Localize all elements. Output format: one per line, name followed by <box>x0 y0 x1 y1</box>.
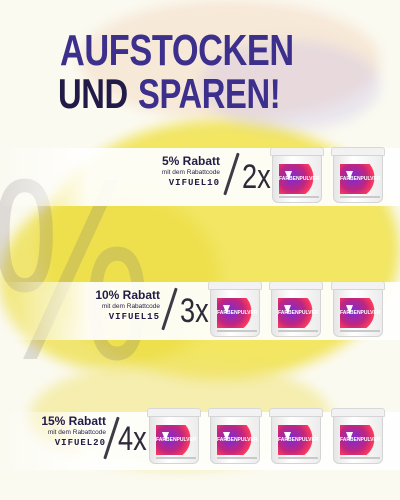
jar-icon: FARBENPULVER <box>270 147 324 203</box>
jar-icon: FARBENPULVER <box>208 281 262 337</box>
code-note: mit dem Rabattcode <box>47 429 106 436</box>
watercolor-splash <box>0 190 220 370</box>
discount-code: VIFUEL20 <box>54 438 106 448</box>
headline-line1: AUFSTOCKEN <box>60 26 294 75</box>
code-note: mit dem Rabattcode <box>161 169 220 176</box>
tier-info: 15% Rabatt mit dem Rabattcode VIFUEL20 <box>0 414 106 448</box>
discount-code: VIFUEL10 <box>168 178 220 188</box>
headline-line2-main: SPAREN! <box>138 70 281 117</box>
quantity-multiplier: 3x <box>180 292 209 330</box>
code-note: mit dem Rabattcode <box>101 303 160 310</box>
quantity-multiplier: 4x <box>118 420 147 458</box>
discount-code: VIFUEL15 <box>108 312 160 322</box>
jar-icon: FARBENPULVER <box>331 408 385 464</box>
discount-label: 10% Rabatt <box>95 288 160 302</box>
jar-icon: FARBENPULVER <box>331 147 385 203</box>
jar-icon: FARBENPULVER <box>147 408 201 464</box>
headline-line2-prefix: UND <box>58 70 128 117</box>
discount-label: 5% Rabatt <box>161 154 220 168</box>
jar-icon: FARBENPULVER <box>269 281 323 337</box>
jar-icon: FARBENPULVER <box>269 408 323 464</box>
watercolor-splash <box>200 40 380 130</box>
watercolor-splash <box>80 0 380 120</box>
tier-info: 5% Rabatt mit dem Rabattcode VIFUEL10 <box>110 154 220 188</box>
jar-icon: FARBENPULVER <box>208 408 262 464</box>
tier-info: 10% Rabatt mit dem Rabattcode VIFUEL15 <box>50 288 160 322</box>
discount-label: 15% Rabatt <box>41 414 106 428</box>
quantity-multiplier: 2x <box>242 158 271 196</box>
jar-icon: FARBENPULVER <box>331 281 385 337</box>
